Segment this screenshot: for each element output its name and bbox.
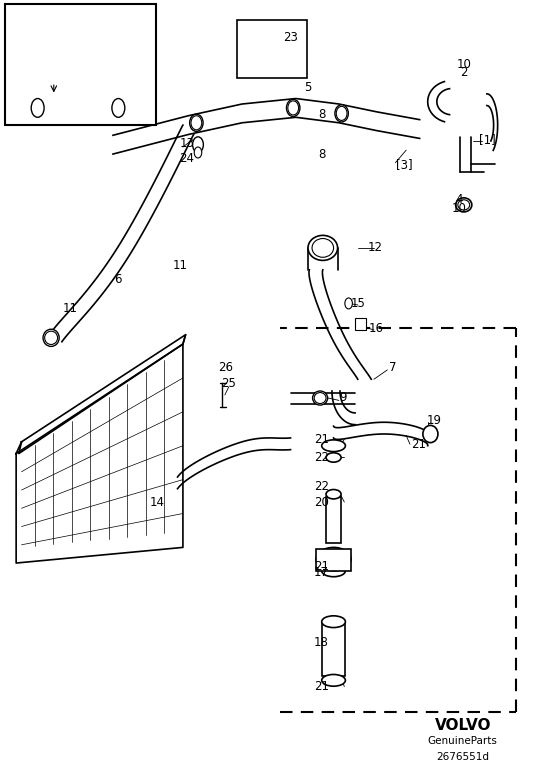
Circle shape bbox=[31, 99, 44, 117]
Text: 22: 22 bbox=[314, 451, 329, 464]
Ellipse shape bbox=[336, 106, 347, 120]
Bar bbox=[5, 4, 156, 125]
Text: 22: 22 bbox=[314, 480, 329, 493]
Text: 8: 8 bbox=[318, 109, 325, 121]
Text: VOLVO: VOLVO bbox=[434, 718, 491, 734]
Text: 11: 11 bbox=[173, 260, 188, 272]
Ellipse shape bbox=[320, 551, 347, 568]
Text: 10: 10 bbox=[451, 203, 466, 215]
Ellipse shape bbox=[286, 99, 300, 117]
Circle shape bbox=[345, 298, 352, 309]
Circle shape bbox=[193, 137, 203, 152]
Text: 12: 12 bbox=[367, 242, 383, 254]
Circle shape bbox=[112, 99, 125, 117]
Ellipse shape bbox=[316, 547, 351, 571]
Ellipse shape bbox=[335, 105, 349, 122]
Text: 2: 2 bbox=[460, 66, 468, 79]
Text: 9: 9 bbox=[339, 391, 347, 404]
Circle shape bbox=[194, 147, 202, 158]
Text: 14: 14 bbox=[150, 496, 165, 508]
Ellipse shape bbox=[314, 393, 326, 404]
Ellipse shape bbox=[308, 235, 338, 260]
Text: 20: 20 bbox=[314, 496, 329, 508]
Text: 11: 11 bbox=[62, 303, 77, 315]
Ellipse shape bbox=[43, 329, 59, 346]
Bar bbox=[326, 497, 341, 543]
Text: 7: 7 bbox=[389, 361, 397, 374]
Ellipse shape bbox=[322, 616, 345, 627]
Ellipse shape bbox=[423, 425, 438, 443]
Ellipse shape bbox=[191, 116, 202, 130]
Ellipse shape bbox=[45, 332, 58, 344]
Ellipse shape bbox=[458, 199, 470, 210]
Ellipse shape bbox=[189, 114, 203, 131]
Bar bbox=[322, 623, 345, 676]
Text: 21: 21 bbox=[314, 680, 329, 693]
Text: 26: 26 bbox=[218, 361, 233, 374]
Text: GenuineParts: GenuineParts bbox=[428, 737, 498, 746]
Text: 13: 13 bbox=[179, 137, 194, 149]
Ellipse shape bbox=[313, 391, 328, 405]
Text: 15: 15 bbox=[350, 297, 365, 310]
Text: 8: 8 bbox=[318, 148, 325, 160]
Text: 21: 21 bbox=[314, 561, 329, 573]
Ellipse shape bbox=[456, 198, 472, 212]
Text: 18: 18 bbox=[314, 637, 329, 649]
Text: [3]: [3] bbox=[397, 158, 413, 170]
Text: 21: 21 bbox=[411, 438, 426, 450]
Text: 10: 10 bbox=[456, 59, 471, 71]
Ellipse shape bbox=[322, 439, 345, 452]
Ellipse shape bbox=[326, 490, 341, 499]
Ellipse shape bbox=[312, 239, 334, 257]
Bar bbox=[316, 549, 351, 571]
Bar bbox=[355, 318, 366, 330]
Polygon shape bbox=[16, 344, 183, 563]
Text: 21: 21 bbox=[314, 433, 329, 446]
Bar bbox=[237, 20, 307, 78]
Text: 17: 17 bbox=[314, 566, 329, 579]
Text: 6: 6 bbox=[115, 273, 122, 285]
Text: 2676551d: 2676551d bbox=[436, 752, 489, 762]
Ellipse shape bbox=[326, 453, 341, 462]
Ellipse shape bbox=[322, 565, 345, 577]
Ellipse shape bbox=[288, 101, 299, 115]
Ellipse shape bbox=[322, 674, 345, 687]
Text: 16: 16 bbox=[369, 322, 384, 335]
Text: 4: 4 bbox=[455, 193, 463, 206]
Text: 5: 5 bbox=[304, 81, 312, 94]
Text: 24: 24 bbox=[179, 152, 194, 165]
Text: 19: 19 bbox=[427, 414, 442, 427]
Text: 25: 25 bbox=[221, 377, 236, 389]
Text: 23: 23 bbox=[283, 31, 298, 44]
Text: [1]: [1] bbox=[478, 133, 495, 145]
